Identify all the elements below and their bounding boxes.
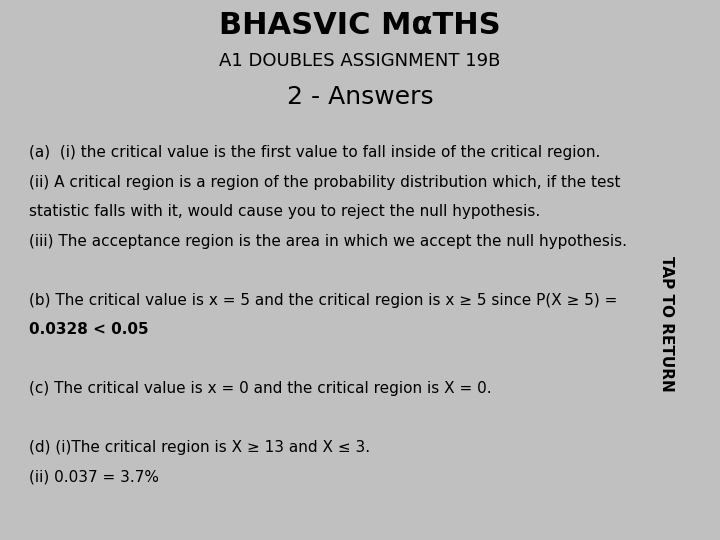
Text: BHASVIC MαTHS: BHASVIC MαTHS bbox=[219, 11, 501, 39]
Text: (iii) The acceptance region is the area in which we accept the null hypothesis.: (iii) The acceptance region is the area … bbox=[30, 234, 627, 249]
Text: statistic falls with it, would cause you to reject the null hypothesis.: statistic falls with it, would cause you… bbox=[30, 204, 541, 219]
Text: 0.0328 < 0.05: 0.0328 < 0.05 bbox=[30, 322, 149, 338]
Text: 2 - Answers: 2 - Answers bbox=[287, 85, 433, 109]
Text: (d) (i)The critical region is X ≥ 13 and X ≤ 3.: (d) (i)The critical region is X ≥ 13 and… bbox=[30, 440, 370, 455]
Text: (b) The critical value is x = 5 and the critical region is x ≥ 5 since P(X ≥ 5) : (b) The critical value is x = 5 and the … bbox=[30, 293, 618, 308]
Text: (ii) A critical region is a region of the probability distribution which, if the: (ii) A critical region is a region of th… bbox=[30, 175, 621, 190]
Text: A1 DOUBLES ASSIGNMENT 19B: A1 DOUBLES ASSIGNMENT 19B bbox=[220, 52, 500, 70]
Text: TAP TO RETURN: TAP TO RETURN bbox=[660, 255, 674, 392]
Text: (c) The critical value is x = 0 and the critical region is X = 0.: (c) The critical value is x = 0 and the … bbox=[30, 381, 492, 396]
Text: (ii) 0.037 = 3.7%: (ii) 0.037 = 3.7% bbox=[30, 470, 159, 484]
Text: (a)  (i) the critical value is the first value to fall inside of the critical re: (a) (i) the critical value is the first … bbox=[30, 145, 600, 160]
